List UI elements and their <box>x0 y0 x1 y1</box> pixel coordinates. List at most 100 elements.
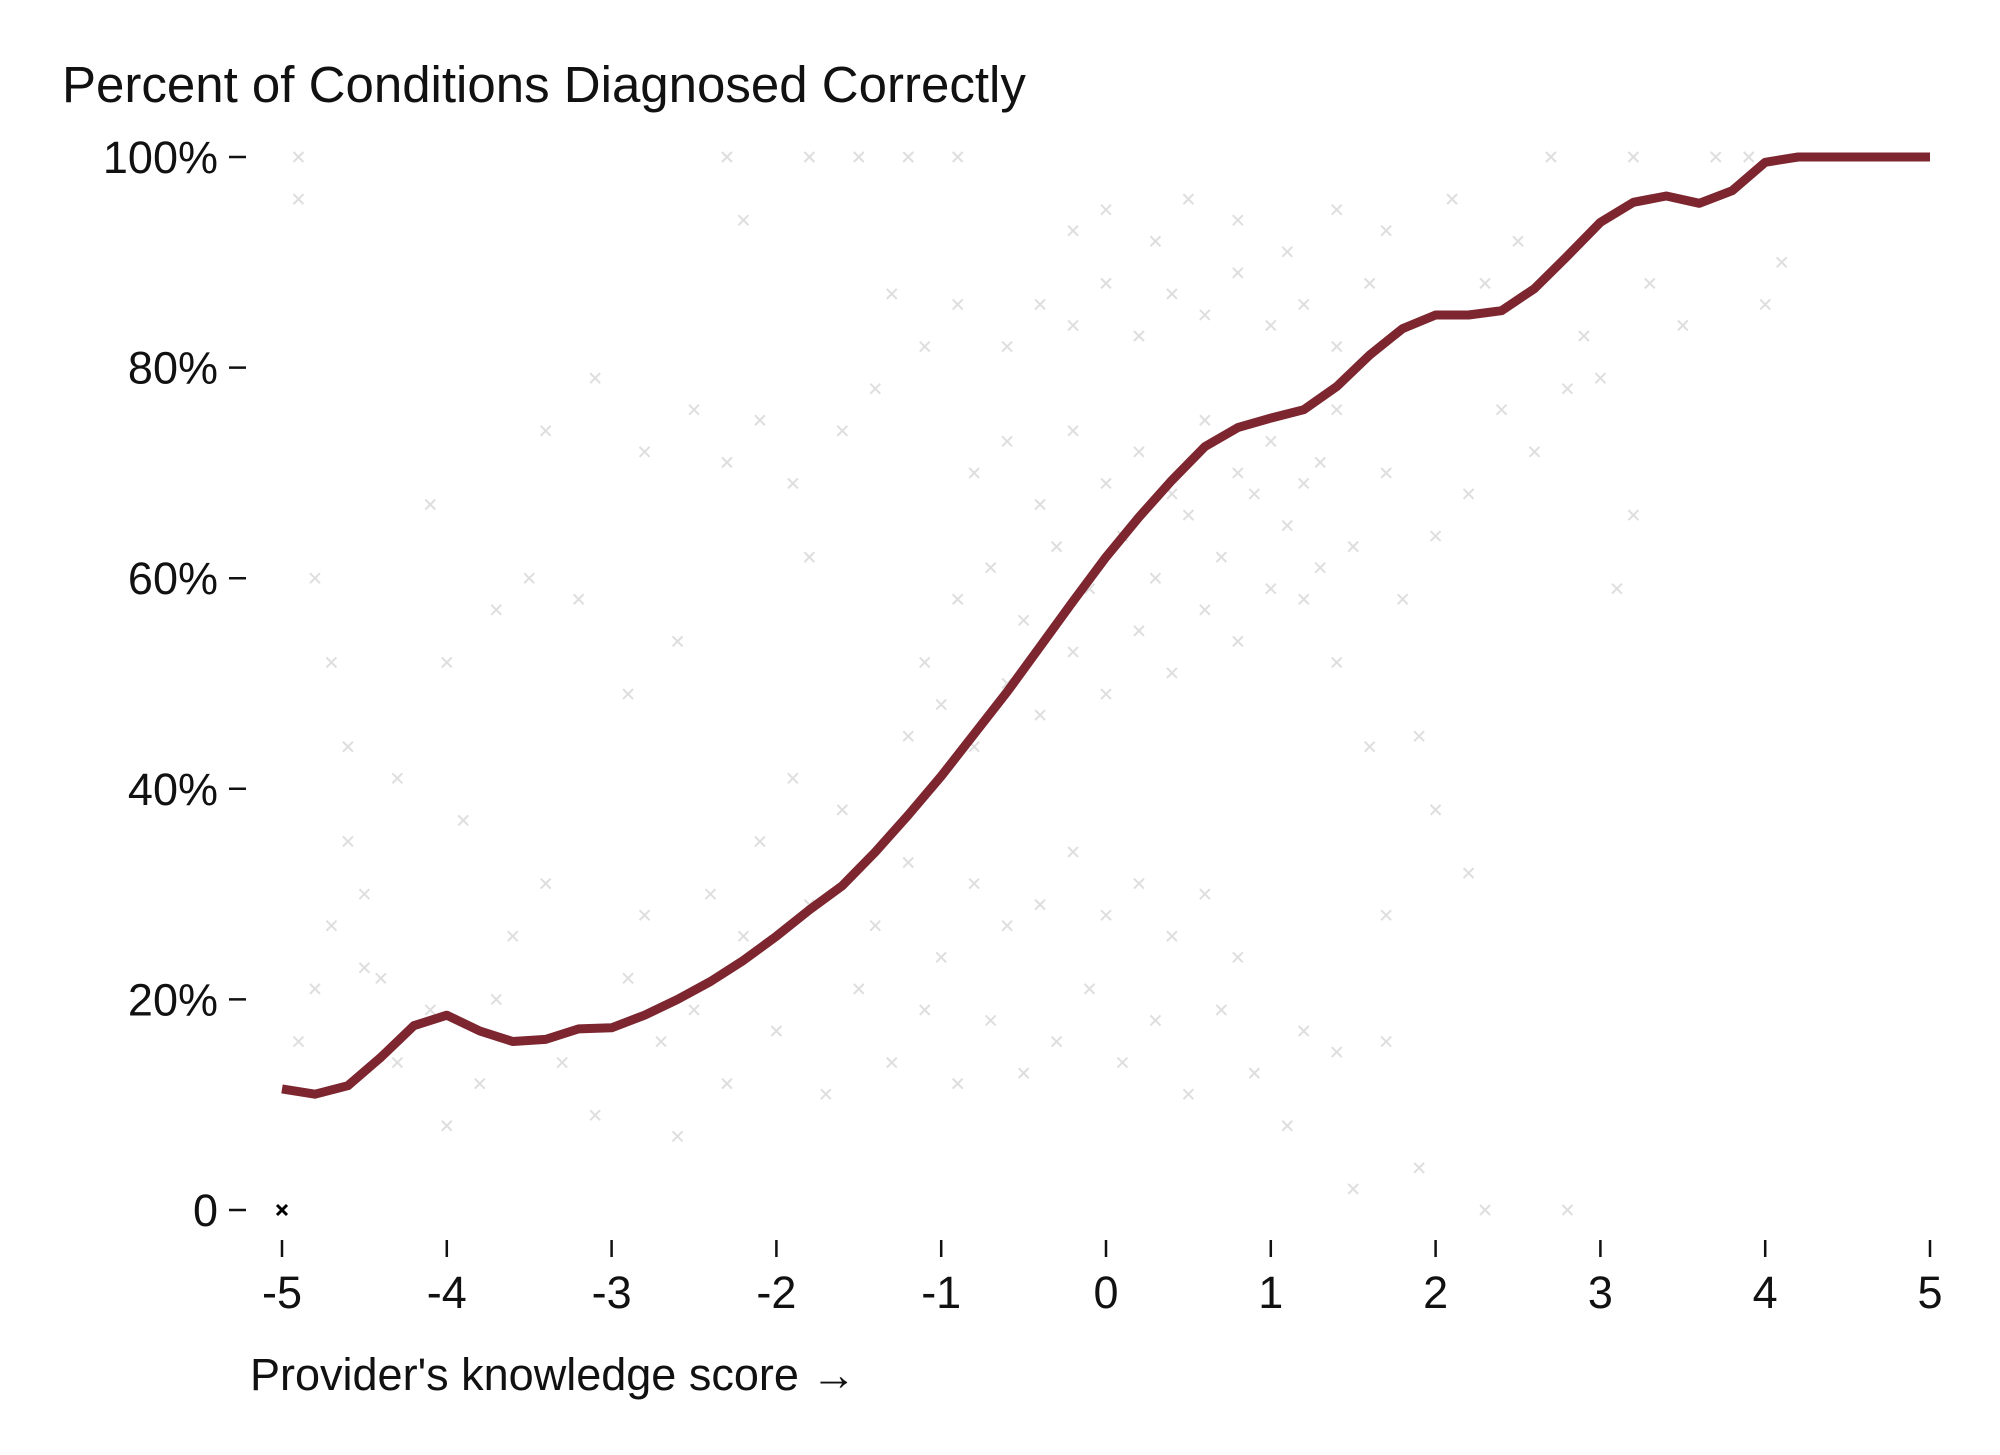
scatter-point <box>671 1130 684 1142</box>
scatter-point <box>457 814 469 827</box>
scatter-point <box>1677 319 1689 332</box>
scatter-point <box>1100 277 1112 290</box>
scatter-point <box>523 572 535 584</box>
scatter-point <box>935 951 947 963</box>
scatter-point <box>507 930 519 942</box>
scatter-point <box>309 983 321 995</box>
scatter-point <box>704 888 717 900</box>
scatter-point <box>1429 530 1442 542</box>
scatter-point <box>391 1056 404 1069</box>
scatter-point <box>951 151 964 163</box>
scatter-point <box>1512 235 1524 247</box>
scatter-point <box>787 772 799 784</box>
x-tick-label: -3 <box>592 1267 632 1318</box>
scatter-point <box>1182 1088 1195 1100</box>
scatter-point <box>391 772 404 784</box>
scatter-point <box>1528 446 1541 458</box>
scatter-point <box>984 1014 997 1027</box>
scatter-point <box>1050 1035 1063 1048</box>
x-tick-label: 5 <box>1917 1267 1942 1318</box>
scatter-point <box>1232 467 1244 479</box>
scatter-point <box>1199 888 1211 900</box>
scatter-point <box>556 1056 568 1069</box>
scatter-point <box>1363 277 1376 290</box>
scatter-point <box>721 456 733 469</box>
scatter-point <box>1298 477 1310 490</box>
scatter-point <box>968 467 980 479</box>
scatter-point <box>1166 930 1178 942</box>
y-tick-label: 80% <box>128 343 218 394</box>
scatter-point <box>1479 277 1491 290</box>
scatter-point <box>1363 740 1376 753</box>
scatter-point <box>309 572 321 584</box>
scatter-point <box>1380 467 1392 479</box>
y-tick-label: 0 <box>193 1185 218 1236</box>
scatter-point <box>1298 593 1310 605</box>
x-tick-label: -1 <box>921 1267 961 1318</box>
scatter-point <box>1017 1067 1030 1079</box>
scatter-point <box>1413 730 1425 742</box>
y-tick-label: 40% <box>128 764 218 815</box>
y-tick-label: 20% <box>128 974 218 1025</box>
scatter-point <box>836 804 849 816</box>
scatter-point <box>474 1077 486 1090</box>
scatter-point <box>539 425 552 437</box>
scatter-point <box>1380 1035 1392 1048</box>
scatter-point <box>1331 340 1343 353</box>
scatter-point <box>490 604 502 616</box>
scatter-point <box>358 888 371 900</box>
scatter-point <box>721 151 733 163</box>
scatter-point <box>1446 193 1458 205</box>
x-tick-label: 4 <box>1753 1267 1778 1318</box>
scatter-point <box>424 1004 437 1016</box>
scatter-point <box>375 972 387 985</box>
axes: -5 -4 -3 -2 -1 0 1 2 3 4 5 0 20% 40% 60% 80% 100% <box>103 132 1943 1318</box>
scatter-point <box>1298 298 1310 311</box>
scatter-point <box>1561 1204 1574 1216</box>
scatter-point <box>589 1109 601 1121</box>
scatter-point <box>1578 330 1590 342</box>
scatter-point <box>1199 309 1211 321</box>
scatter-point <box>1133 877 1145 890</box>
scatter-point <box>589 372 601 384</box>
scatter-point <box>1232 635 1244 648</box>
scatter-point <box>1644 277 1656 290</box>
scatter-point <box>358 962 371 974</box>
scatter-point <box>325 656 338 669</box>
scatter-point <box>1182 193 1195 205</box>
scatter-point <box>622 972 634 985</box>
scatter-point <box>869 382 881 395</box>
scatter-point <box>1314 561 1326 574</box>
scatter-point <box>441 656 453 669</box>
scatter-point <box>984 561 997 574</box>
scatter-point <box>1067 646 1079 658</box>
scatter-point <box>325 919 338 932</box>
scatter-point <box>688 404 700 416</box>
scatter-point <box>902 856 914 869</box>
scatter-point <box>1133 446 1145 458</box>
scatter-point <box>770 1025 783 1037</box>
scatter-point <box>1561 382 1574 395</box>
x-tick-label: -4 <box>427 1267 467 1318</box>
x-tick-label: 1 <box>1258 1267 1283 1318</box>
scatter-point <box>342 740 354 753</box>
scatter-point <box>919 656 931 669</box>
scatter-point <box>490 993 502 1006</box>
scatter-point <box>902 151 914 163</box>
scatter-point <box>1413 1162 1425 1174</box>
scatter-point <box>622 688 634 700</box>
scatter-point <box>1232 951 1244 963</box>
scatter-point <box>1627 151 1640 163</box>
scatter-point <box>1001 919 1013 932</box>
x-tick-label: 2 <box>1423 1267 1448 1318</box>
scatter-point <box>1347 1183 1359 1195</box>
scatter-point <box>1396 593 1409 605</box>
scatter-point <box>292 1035 305 1048</box>
scatter-point <box>1067 846 1079 858</box>
scatter-point <box>1611 583 1623 595</box>
scatter-point <box>787 477 799 490</box>
scatter-point <box>886 1056 898 1069</box>
x-tick-label: 3 <box>1588 1267 1613 1318</box>
scatter-point <box>1149 235 1162 247</box>
